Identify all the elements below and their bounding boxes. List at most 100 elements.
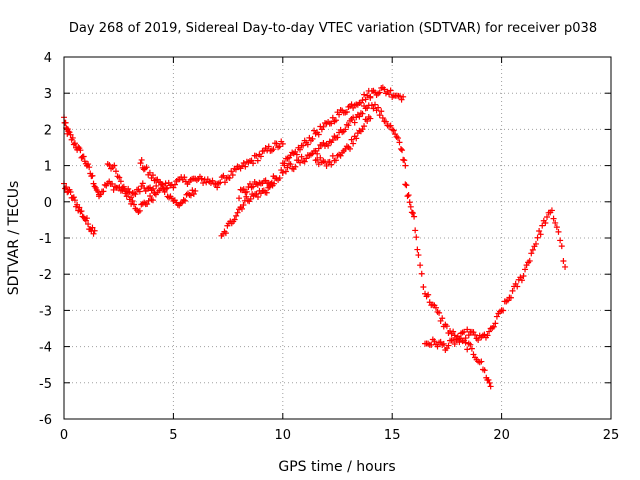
axis-ticks: 0 5 10 15 20 25 -6 -5 -4 -3 -2 -1 0 1 2 3 4 [39, 51, 619, 443]
data-point [464, 346, 471, 353]
data-point [143, 164, 150, 171]
data-point [320, 140, 327, 146]
data-point [236, 195, 243, 202]
data-point [544, 213, 551, 220]
data-point [412, 227, 419, 234]
data-point [451, 341, 458, 348]
data-point [126, 188, 133, 195]
data-point [336, 111, 343, 118]
data-point [440, 340, 447, 347]
y-tick-label: 4 [44, 51, 52, 66]
data-point [359, 126, 366, 133]
data-point [67, 189, 74, 196]
grid [64, 57, 611, 419]
data-point [163, 185, 170, 192]
data-point [493, 313, 500, 320]
data-point [522, 266, 529, 273]
data-point [146, 169, 153, 176]
data-point [89, 224, 96, 231]
data-point [80, 153, 87, 160]
data-point [228, 168, 235, 175]
data-point [443, 323, 450, 330]
data-point [437, 338, 444, 345]
data-point [214, 184, 221, 191]
data-point [405, 192, 412, 199]
data-point [268, 179, 275, 186]
data-point [361, 91, 368, 98]
data-point [234, 209, 241, 216]
data-point [270, 146, 277, 153]
data-point [408, 209, 415, 216]
data-point [300, 142, 307, 149]
data-point [117, 178, 124, 185]
data-point [456, 335, 463, 342]
data-point [138, 156, 145, 163]
data-point [254, 157, 261, 164]
data-point [100, 188, 107, 195]
data-point [367, 94, 374, 101]
data-point [150, 185, 157, 192]
data-point [562, 263, 569, 270]
data-point [317, 154, 324, 161]
data-point [314, 150, 321, 157]
data-point [233, 212, 240, 219]
data-point [243, 188, 250, 195]
data-point [548, 207, 555, 214]
data-point [139, 180, 146, 187]
y-tick-label: -4 [39, 341, 52, 356]
data-point [534, 234, 541, 241]
data-point [348, 136, 355, 143]
data-point [328, 120, 335, 127]
data-point [557, 237, 564, 244]
data-point [401, 157, 408, 164]
data-point [415, 252, 422, 259]
data-point [145, 197, 152, 204]
data-point [396, 139, 403, 146]
data-point [345, 122, 352, 129]
data-point [281, 162, 288, 169]
data-point [320, 123, 327, 130]
data-point [450, 328, 457, 335]
data-point [311, 127, 318, 134]
data-point [552, 219, 559, 226]
data-point [189, 187, 196, 194]
data-point [361, 123, 368, 130]
data-point [472, 332, 479, 339]
y-tick-label: 1 [44, 160, 52, 175]
data-point [85, 221, 92, 228]
data-point [409, 210, 416, 217]
data-point [161, 189, 168, 196]
data-point [229, 171, 236, 178]
data-point [315, 161, 322, 168]
data-point [329, 136, 336, 143]
data-point [69, 134, 76, 141]
data-point [359, 110, 366, 117]
data-point [481, 367, 488, 374]
data-point [238, 205, 245, 212]
data-point [375, 104, 382, 111]
data-point [240, 201, 247, 208]
x-tick-label: 25 [603, 428, 620, 443]
data-point [62, 185, 69, 192]
data-point [303, 155, 310, 162]
data-point [255, 194, 262, 201]
data-point [301, 158, 308, 165]
data-point [390, 127, 397, 134]
data-point [395, 135, 402, 142]
data-point [402, 162, 409, 169]
data-point [149, 172, 156, 179]
data-point [485, 376, 492, 383]
data-point [404, 193, 411, 200]
x-tick-label: 0 [60, 428, 68, 443]
data-point [263, 189, 270, 196]
data-point [91, 227, 98, 234]
data-point [399, 147, 406, 154]
data-point [487, 383, 494, 390]
data-point [397, 145, 404, 152]
data-point [70, 141, 77, 148]
x-tick-label: 15 [384, 428, 401, 443]
data-point [182, 197, 189, 204]
data-point [464, 326, 471, 333]
data-point [282, 168, 289, 175]
data-point [560, 257, 567, 264]
